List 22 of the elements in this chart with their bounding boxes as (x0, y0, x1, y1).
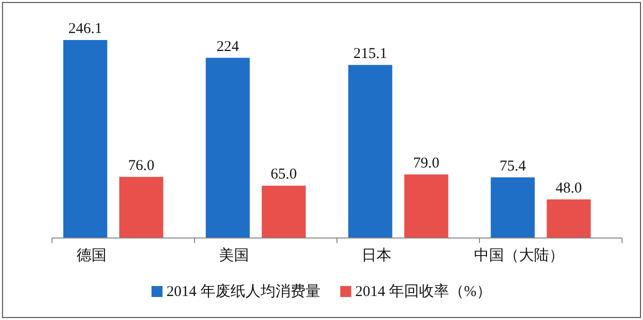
bar (404, 174, 448, 238)
data-label: 76.0 (128, 158, 154, 174)
bar (63, 40, 108, 238)
data-label: 246.1 (68, 21, 102, 37)
data-label: 79.0 (413, 155, 440, 172)
data-label: 224 (216, 38, 240, 55)
data-label: 75.4 (500, 158, 526, 174)
data-label: 48.0 (556, 180, 582, 196)
x-tick-label: 中国（大陆） (474, 247, 564, 264)
x-tick-label: 德国 (76, 248, 106, 264)
x-tick-label: 美国 (218, 247, 249, 264)
legend-label: 2014 年废纸人均消费量 (166, 283, 320, 300)
bar (119, 176, 164, 238)
bar (206, 58, 250, 238)
data-label: 65.0 (270, 166, 297, 183)
bar (348, 64, 392, 238)
x-tick-label: 日本 (361, 247, 392, 264)
bar (490, 177, 535, 238)
legend-label: 2014 年回收率（%） (355, 283, 492, 300)
bar (546, 199, 591, 238)
data-label: 215.1 (353, 46, 388, 62)
bar (262, 186, 306, 238)
